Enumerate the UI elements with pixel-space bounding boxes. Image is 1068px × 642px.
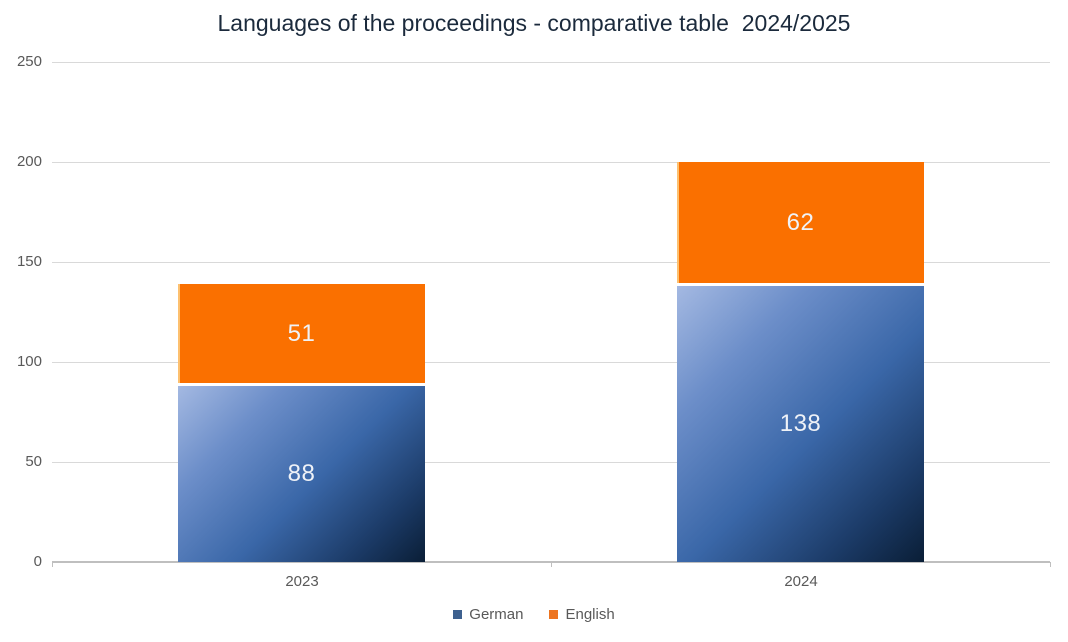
y-axis-label-150: 150 bbox=[16, 253, 42, 270]
legend-item-english: English bbox=[549, 606, 615, 623]
gridline-150 bbox=[52, 262, 1050, 263]
data-label-german-2024: 138 bbox=[779, 410, 822, 437]
x-axis-label-2023: 2023 bbox=[285, 573, 319, 590]
x-axis-tick bbox=[52, 562, 53, 567]
legend-marker-english-icon bbox=[549, 610, 559, 619]
data-label-german-2023: 88 bbox=[287, 460, 316, 487]
chart-title: Languages of the proceedings - comparati… bbox=[217, 10, 851, 36]
x-axis-tick bbox=[1050, 562, 1051, 567]
x-axis-label-2024: 2024 bbox=[784, 573, 818, 590]
chart-legend: German English bbox=[0, 606, 1068, 623]
legend-label-english: English bbox=[565, 606, 615, 623]
y-axis-label-0: 0 bbox=[33, 553, 42, 570]
gridline-50 bbox=[52, 462, 1050, 463]
legend-item-german: German bbox=[453, 606, 523, 623]
bar-segment-german-2023: 88 bbox=[178, 386, 425, 562]
legend-marker-german-icon bbox=[453, 610, 463, 619]
data-label-english-2024: 62 bbox=[786, 208, 815, 236]
y-axis-label-250: 250 bbox=[16, 53, 42, 70]
gridline-100 bbox=[52, 362, 1050, 363]
y-axis-label-50: 50 bbox=[25, 453, 42, 470]
bar-segment-english-2023: 51 bbox=[178, 284, 425, 386]
y-axis-label-200: 200 bbox=[16, 153, 42, 170]
bar-segment-german-2024: 138 bbox=[677, 286, 924, 562]
data-label-english-2023: 51 bbox=[287, 319, 316, 347]
bar-segment-english-2024: 62 bbox=[677, 162, 924, 286]
gridline-250 bbox=[52, 62, 1050, 63]
gridline-200 bbox=[52, 162, 1050, 163]
y-axis-label-100: 100 bbox=[16, 353, 42, 370]
x-axis-tick bbox=[551, 562, 552, 567]
legend-label-german: German bbox=[469, 606, 524, 623]
